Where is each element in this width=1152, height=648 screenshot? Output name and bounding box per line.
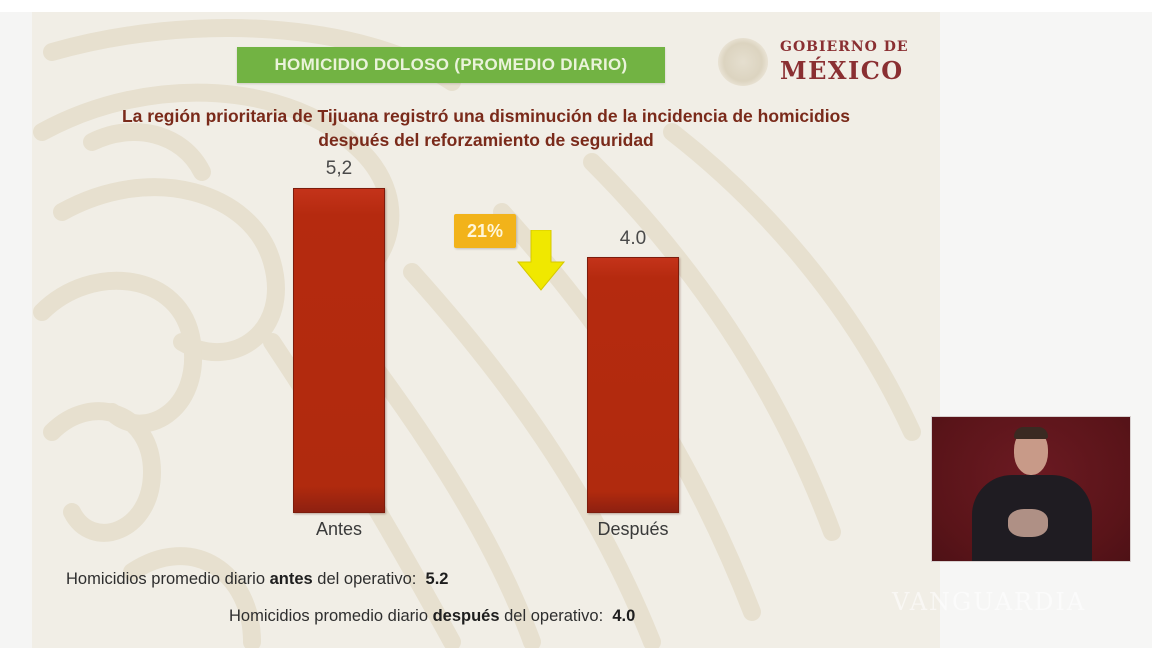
interpreter-hair bbox=[1014, 427, 1048, 439]
logo-text-line2: MÉXICO bbox=[780, 56, 904, 85]
bar-despues bbox=[587, 257, 679, 513]
summary-after: Homicidios promedio diario después del o… bbox=[229, 607, 636, 625]
interpreter-hands bbox=[1008, 509, 1048, 537]
gobierno-de-mexico-logo: GOBIERNO DE MÉXICO bbox=[718, 36, 918, 86]
mexican-seal-icon bbox=[718, 38, 768, 86]
sign-language-interpreter-video bbox=[931, 416, 1131, 562]
subtitle-line-1: La región prioritaria de Tijuana registr… bbox=[121, 106, 851, 126]
bar-label-antes: Antes bbox=[315, 519, 363, 539]
frame-top bbox=[0, 0, 1152, 12]
logo-text-line1: GOBIERNO DE bbox=[780, 39, 909, 55]
summary-before: Homicidios promedio diario antes del ope… bbox=[66, 570, 449, 588]
chart-title-badge: HOMICIDIO DOLOSO (PROMEDIO DIARIO) bbox=[237, 47, 665, 83]
subtitle-line-2: después del reforzamiento de seguridad bbox=[318, 130, 654, 150]
bar-value-antes: 5,2 bbox=[325, 158, 353, 179]
bar-label-despues: Después bbox=[597, 519, 669, 539]
down-arrow-icon bbox=[516, 230, 566, 291]
frame-left bbox=[0, 12, 32, 648]
presentation-slide: HOMICIDIO DOLOSO (PROMEDIO DIARIO) GOBIE… bbox=[32, 12, 940, 648]
bar-antes bbox=[293, 188, 385, 513]
bar-value-despues: 4.0 bbox=[619, 228, 647, 249]
chart-subtitle: La región prioritaria de Tijuana registr… bbox=[52, 104, 920, 152]
vanguardia-watermark: VANGUARDIA bbox=[892, 588, 1087, 616]
decrease-percent-badge: 21% bbox=[454, 214, 516, 248]
